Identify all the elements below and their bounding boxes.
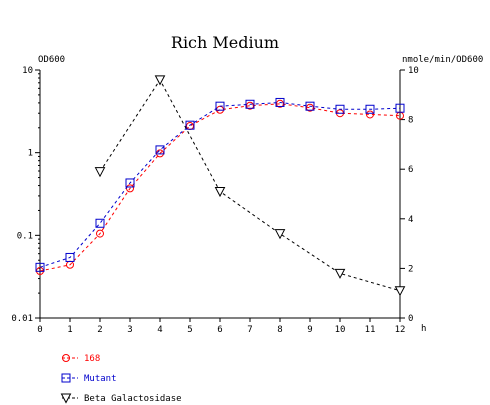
x-tick-label: 12 xyxy=(395,325,406,335)
series-2-point xyxy=(214,187,226,198)
series-1-point xyxy=(95,218,105,228)
series-1-point xyxy=(395,103,405,113)
series-2-point xyxy=(394,286,406,297)
y-left-tick-label: 0.1 xyxy=(17,231,33,241)
y-left-axis-label: OD600 xyxy=(38,55,65,65)
x-tick-label: 9 xyxy=(307,325,312,335)
series-1-point xyxy=(245,99,255,109)
series-line-2 xyxy=(99,78,401,292)
series-line-1 xyxy=(39,101,401,268)
x-tick-label: 6 xyxy=(217,325,222,335)
series-2-point xyxy=(94,167,106,178)
x-axis-unit-label: h xyxy=(421,324,426,334)
y-right-axis-label: nmole/min/OD600 xyxy=(402,55,483,65)
series-1-point xyxy=(185,120,195,130)
x-tick-label: 2 xyxy=(97,325,102,335)
series-1-point xyxy=(305,101,315,111)
series-1-point xyxy=(365,104,375,114)
x-tick-label: 4 xyxy=(157,325,162,335)
series-1-point xyxy=(215,101,225,111)
series-0-point xyxy=(186,122,194,131)
y-right-tick-label: 0 xyxy=(408,314,413,324)
x-tick-label: 0 xyxy=(37,325,42,335)
legend-label-2: Beta Galactosidase xyxy=(84,394,182,404)
x-tick-label: 3 xyxy=(127,325,132,335)
y-right-tick-label: 8 xyxy=(408,116,413,126)
y-left-tick-label: 10 xyxy=(22,66,33,76)
chart-title: Rich Medium xyxy=(171,33,279,52)
series-2-point xyxy=(334,268,346,279)
y-right-tick-label: 2 xyxy=(408,264,413,274)
y-left-tick-label: 1 xyxy=(28,149,33,159)
series-0-point xyxy=(96,229,104,238)
x-tick-label: 8 xyxy=(277,325,282,335)
legend-marker-1 xyxy=(61,373,71,383)
x-tick-label: 10 xyxy=(335,325,346,335)
series-2-point xyxy=(274,229,286,240)
series-1-point xyxy=(275,97,285,107)
plot-area xyxy=(35,75,406,297)
y-left-tick-label: 0.01 xyxy=(11,314,33,324)
y-right-tick-label: 4 xyxy=(408,215,413,225)
legend-marker-2 xyxy=(60,393,72,404)
x-tick-label: 1 xyxy=(67,325,72,335)
legend: 168 Mutant Beta Galactosidase xyxy=(60,354,182,404)
x-tick-label: 7 xyxy=(247,325,252,335)
x-tick-label: 11 xyxy=(365,325,376,335)
series-2-point xyxy=(154,75,166,86)
series-1-point xyxy=(335,104,345,114)
legend-label-1: Mutant xyxy=(84,374,117,384)
series-1-point xyxy=(65,252,75,262)
legend-label-0: 168 xyxy=(84,354,100,364)
y-right-tick-label: 6 xyxy=(408,165,413,175)
series-1-point xyxy=(155,145,165,155)
x-tick-label: 5 xyxy=(187,325,192,335)
series-1-point xyxy=(125,178,135,188)
series-1-point xyxy=(35,262,45,272)
legend-marker-0 xyxy=(62,354,70,362)
y-right-tick-label: 10 xyxy=(408,66,419,76)
series-0-point xyxy=(366,110,374,119)
